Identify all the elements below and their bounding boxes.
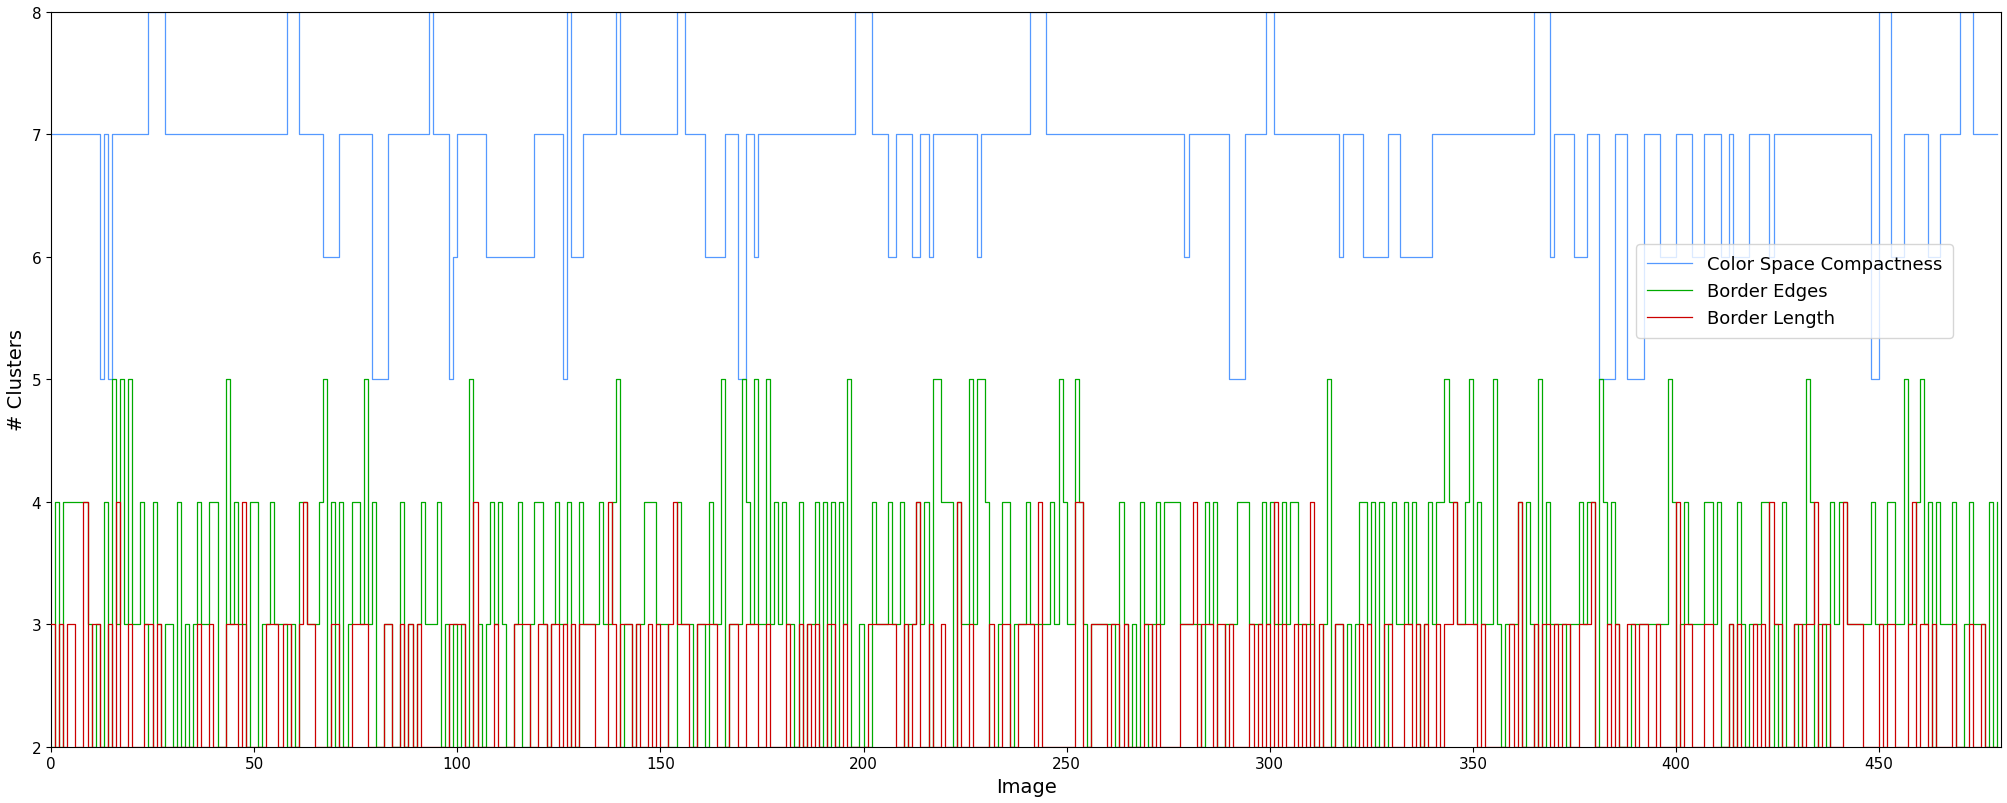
Border Edges: [38, 742, 62, 752]
Line: Border Length: Border Length: [50, 502, 1997, 747]
Border Edges: [1224, 497, 1248, 507]
Color Space Compactness: [652, 130, 676, 140]
Color Space Compactness: [88, 375, 112, 385]
Border Edges: [1985, 497, 2007, 507]
Line: Border Edges: Border Edges: [50, 380, 1997, 747]
Border Edges: [648, 620, 672, 630]
Color Space Compactness: [1477, 130, 1501, 140]
Border Length: [1985, 742, 2007, 752]
Border Length: [1477, 742, 1501, 752]
Y-axis label: # Clusters: # Clusters: [6, 329, 26, 431]
Border Edges: [1473, 620, 1497, 630]
Border Length: [652, 742, 676, 752]
Border Length: [1228, 742, 1252, 752]
Color Space Compactness: [1814, 130, 1838, 140]
Border Edges: [863, 620, 887, 630]
Border Length: [42, 742, 66, 752]
Color Space Compactness: [136, 8, 161, 18]
X-axis label: Image: Image: [995, 777, 1056, 796]
Border Length: [867, 620, 891, 630]
Color Space Compactness: [1985, 130, 2007, 140]
Line: Color Space Compactness: Color Space Compactness: [50, 13, 1997, 380]
Color Space Compactness: [1136, 130, 1160, 140]
Border Edges: [100, 375, 124, 385]
Border Edges: [1132, 620, 1156, 630]
Color Space Compactness: [38, 130, 62, 140]
Border Length: [1136, 620, 1160, 630]
Color Space Compactness: [1228, 375, 1252, 385]
Border Edges: [1810, 620, 1834, 630]
Border Length: [72, 497, 96, 507]
Border Length: [1814, 620, 1838, 630]
Legend: Color Space Compactness, Border Edges, Border Length: Color Space Compactness, Border Edges, B…: [1636, 245, 1953, 339]
Color Space Compactness: [867, 130, 891, 140]
Border Length: [38, 620, 62, 630]
